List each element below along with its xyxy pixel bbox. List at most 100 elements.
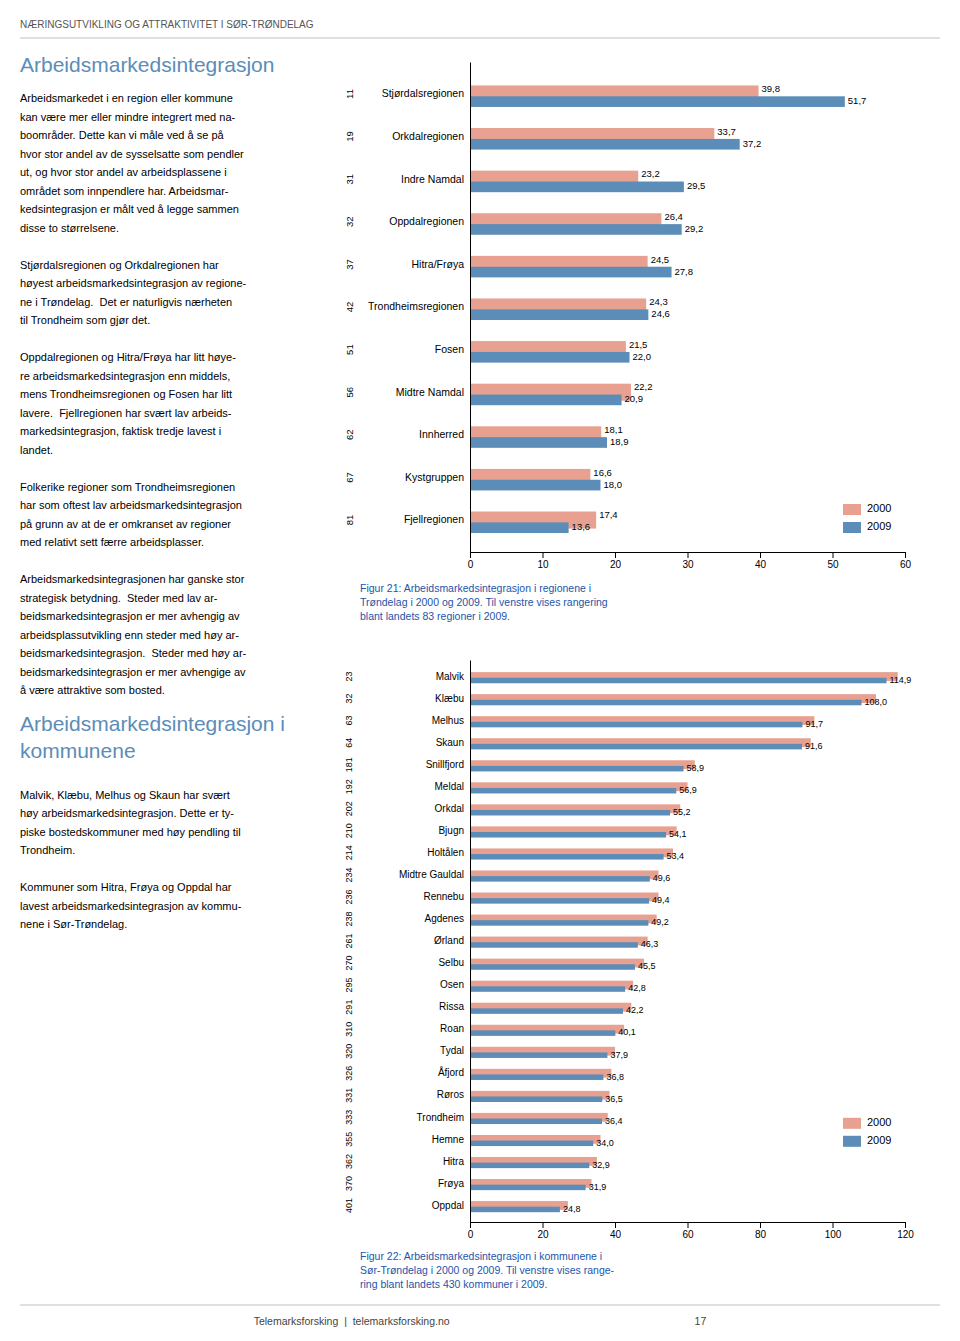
body-text: Oppdalregionen og Hitra/Frøya har litt h…: [20, 351, 236, 363]
tick: 20: [537, 1222, 549, 1240]
data-label: 26,4: [664, 211, 683, 222]
data-label: 24,3: [649, 296, 668, 307]
ranking-label: 11: [344, 89, 355, 99]
data-label: 23,2: [641, 168, 660, 179]
ranking-label: 42: [344, 302, 355, 313]
body-text: landet.: [20, 444, 53, 456]
ranking-label: 234: [344, 867, 354, 882]
bar: [470, 942, 638, 948]
ranking-label: 23: [344, 672, 354, 682]
bar: [470, 139, 740, 150]
ranking-label: 37: [344, 259, 355, 270]
bar: [470, 766, 684, 772]
category-label: Innherred: [419, 428, 464, 440]
body-text: lavest arbeidsmarkedsintegrasjon av komm…: [20, 900, 242, 912]
tick: Åfjord: [438, 1066, 464, 1078]
body-text: beidsmarkedsintegrasjon er mer avhengige…: [20, 666, 246, 678]
category-label: Rissa: [439, 1001, 464, 1012]
data-label: 22,2: [634, 381, 653, 392]
legend-label: 2000: [867, 1116, 891, 1128]
legend: 20002009: [843, 502, 891, 533]
ranking-label: 192: [344, 779, 354, 794]
tick: Orkdalregionen: [392, 130, 464, 142]
category-label: Meldal: [435, 781, 464, 792]
bar: [470, 224, 682, 235]
data-label: 91,6: [805, 741, 823, 751]
tick: 50: [827, 552, 839, 570]
category-label: Åfjord: [438, 1066, 464, 1078]
tick-mark: [905, 1222, 906, 1228]
ranking-label: 362: [344, 1154, 354, 1169]
tick: Midtre Namdal: [396, 386, 464, 398]
tick: Trondheim: [417, 1112, 464, 1123]
tick-mark: [833, 552, 834, 558]
tick: Røros: [437, 1089, 464, 1100]
category-label: Frøya: [438, 1178, 465, 1189]
body-text: Malvik, Klæbu, Melhus og Skaun har svært: [20, 789, 230, 801]
data-label: 36,5: [605, 1094, 623, 1104]
tick-label: 20: [610, 559, 622, 570]
body-text: hvor stor andel av de sysselsatte som pe…: [20, 148, 244, 160]
category-label: Orkdalregionen: [392, 130, 464, 142]
tick: Skaun: [436, 737, 464, 748]
bar: [470, 1030, 615, 1036]
tick: 60: [682, 1222, 694, 1240]
category-label: Trondheim: [417, 1112, 464, 1123]
data-label: 17,4: [599, 509, 618, 520]
tick-label: 0: [468, 559, 474, 570]
ranking-label: 310: [344, 1022, 354, 1037]
category-label: Oppdalregionen: [389, 215, 464, 227]
bar: [470, 267, 672, 278]
tick: Hitra/Frøya: [412, 258, 465, 270]
ranking-label: 261: [344, 933, 354, 948]
ranking-label: 326: [344, 1066, 354, 1081]
bar: [470, 964, 635, 970]
ranking-label: 320: [344, 1044, 354, 1059]
category-label: Bjugn: [438, 825, 464, 836]
body-text: på grunn av at de er omkranset av region…: [20, 518, 231, 530]
body-text: med relativt sett færre arbeidsplasser.: [20, 536, 204, 548]
tick: 20: [610, 552, 622, 570]
bar: [470, 832, 666, 838]
body-text: har som oftest lav arbeidsmarkedsintegra…: [20, 499, 242, 511]
ranking-label: 333: [344, 1110, 354, 1125]
body-text: strategisk betydning. Steder med lav ar-: [20, 592, 218, 604]
data-labels: 114,9108,091,791,658,956,955,254,153,449…: [563, 675, 911, 1214]
chart: 114,9108,091,791,658,956,955,254,153,449…: [344, 661, 914, 1291]
section-title: Arbeidsmarkedsintegrasjon i: [20, 712, 285, 735]
body-text: Arbeidsmarkedsintegrasjonen har ganske s…: [20, 573, 245, 585]
tick: 0: [468, 552, 474, 570]
bar: [470, 854, 664, 860]
ranking-label: 214: [344, 845, 354, 860]
page-header: NÆRINGSUTVIKLING OG ATTRAKTIVITET I SØR-…: [20, 19, 314, 30]
bars: [470, 85, 845, 533]
tick: Frøya: [438, 1178, 465, 1189]
category-label: Selbu: [438, 957, 464, 968]
tick: 40: [610, 1222, 622, 1240]
bar: [470, 182, 684, 193]
data-label: 22,0: [633, 351, 652, 362]
bar: [470, 744, 802, 750]
tick: 80: [755, 1222, 767, 1240]
body-text: disse to størrelsene.: [20, 222, 119, 234]
ranking-label: 32: [344, 216, 355, 227]
tick: 40: [755, 552, 767, 570]
tick: Holtålen: [427, 847, 464, 858]
bar: [470, 352, 630, 363]
data-label: 55,2: [673, 807, 691, 817]
category-label: Orkdal: [435, 803, 464, 814]
data-label: 29,2: [685, 223, 704, 234]
tick: Fosen: [435, 343, 464, 355]
body-text: kedsintegrasjon er målt ved å legge samm…: [20, 203, 239, 215]
category-label: Kystgruppen: [405, 471, 464, 483]
bar: [470, 1096, 602, 1102]
data-label: 36,8: [606, 1072, 624, 1082]
x-axis: 0102030405060: [468, 552, 912, 570]
tick-mark: [615, 1222, 616, 1228]
bar: [470, 1141, 593, 1147]
category-label: Agdenes: [425, 913, 464, 924]
tick-mark: [688, 552, 689, 558]
legend-swatch: [843, 1136, 861, 1147]
axis-line: [471, 553, 906, 559]
legend: 20002009: [843, 1116, 891, 1147]
